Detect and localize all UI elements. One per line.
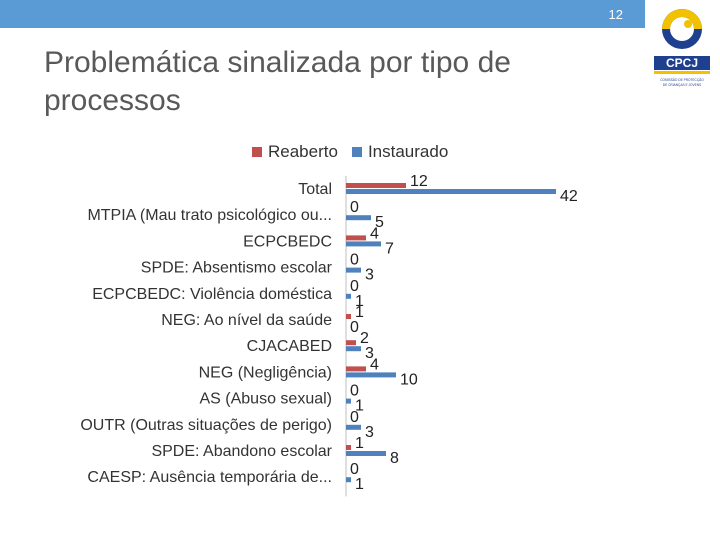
top-bar xyxy=(0,0,645,28)
bar-instaurado xyxy=(346,293,351,299)
data-label-reaberto: 0 xyxy=(350,383,359,400)
legend-item-instaurado: Instaurado xyxy=(351,142,449,162)
data-label-instaurado: 10 xyxy=(400,371,418,388)
bar-reaberto xyxy=(346,445,351,450)
data-label-reaberto: 0 xyxy=(350,199,359,216)
category-label: OUTR (Outras situações de perigo) xyxy=(80,417,332,434)
bar-instaurado xyxy=(346,477,351,483)
data-label-reaberto: 4 xyxy=(370,356,379,373)
category-label: Total xyxy=(298,181,332,198)
data-label-instaurado: 7 xyxy=(385,240,394,257)
bar-instaurado xyxy=(346,189,556,194)
legend-label-instaurado: Instaurado xyxy=(367,142,449,161)
category-label: CAESP: Ausência temporária de... xyxy=(87,469,332,486)
bar-instaurado xyxy=(346,372,396,378)
bar-instaurado xyxy=(346,424,361,430)
data-label-reaberto: 0 xyxy=(350,409,359,426)
data-label-instaurado: 8 xyxy=(390,450,399,467)
bar-instaurado xyxy=(346,241,381,247)
chart-legend: Reaberto Instaurado xyxy=(252,142,462,162)
cpcj-logo: CPCJ COMISSÃO DE PROTECÇÃO DE CRIANÇAS E… xyxy=(652,6,712,87)
data-label-reaberto: 0 xyxy=(350,252,359,269)
data-label-instaurado: 3 xyxy=(365,267,374,284)
data-label-instaurado: 42 xyxy=(560,188,578,205)
bar-instaurado xyxy=(346,398,351,404)
category-label: ECPCBEDC: Violência doméstica xyxy=(92,286,332,303)
category-label: AS (Abuso sexual) xyxy=(199,391,332,408)
page-title: Problemática sinalizada por tipo de proc… xyxy=(44,46,511,117)
category-label: MTPIA (Mau trato psicológico ou... xyxy=(87,207,332,224)
svg-text:DE CRIANÇAS E JOVENS: DE CRIANÇAS E JOVENS xyxy=(663,83,701,87)
bar-instaurado xyxy=(346,267,361,273)
bar-instaurado xyxy=(346,451,386,456)
data-label-reaberto: 1 xyxy=(355,304,364,321)
svg-text:COMISSÃO DE PROTECÇÃO: COMISSÃO DE PROTECÇÃO xyxy=(660,77,704,82)
legend-swatch-reaberto xyxy=(252,147,262,157)
data-label-instaurado: 1 xyxy=(355,476,364,493)
bar-reaberto xyxy=(346,340,356,346)
bar-instaurado xyxy=(346,215,371,221)
data-label-instaurado: 0 xyxy=(350,319,359,336)
category-label: SPDE: Absentismo escolar xyxy=(141,260,333,277)
bar-reaberto xyxy=(346,314,351,319)
category-label: NEG (Negligência) xyxy=(199,364,332,381)
bar-reaberto xyxy=(346,235,366,241)
data-label-instaurado: 3 xyxy=(365,345,374,362)
category-label: ECPCBEDC xyxy=(243,233,332,250)
data-label-reaberto: 4 xyxy=(370,225,379,242)
bar-reaberto xyxy=(346,366,366,372)
bar-instaurado xyxy=(346,346,361,352)
bar-reaberto xyxy=(346,183,406,188)
category-label: SPDE: Abandono escolar xyxy=(151,443,332,460)
data-label-reaberto: 0 xyxy=(350,461,359,478)
data-label-instaurado: 3 xyxy=(365,424,374,441)
legend-swatch-instaurado xyxy=(351,147,362,157)
logo-text: CPCJ xyxy=(666,56,698,70)
category-label: CJACABED xyxy=(247,338,332,355)
data-label-instaurado: 5 xyxy=(375,214,384,231)
legend-item-reaberto: Reaberto xyxy=(252,142,338,162)
data-label-instaurado: 1 xyxy=(355,293,364,310)
data-label-instaurado: 1 xyxy=(355,398,364,415)
data-label-reaberto: 0 xyxy=(350,278,359,295)
slide-number: 12 xyxy=(608,7,623,22)
data-label-reaberto: 1 xyxy=(355,435,364,452)
category-label: NEG: Ao nível da saúde xyxy=(161,312,332,329)
data-label-reaberto: 2 xyxy=(360,330,369,347)
legend-label-reaberto: Reaberto xyxy=(268,142,338,161)
data-label-reaberto: 12 xyxy=(410,173,428,190)
